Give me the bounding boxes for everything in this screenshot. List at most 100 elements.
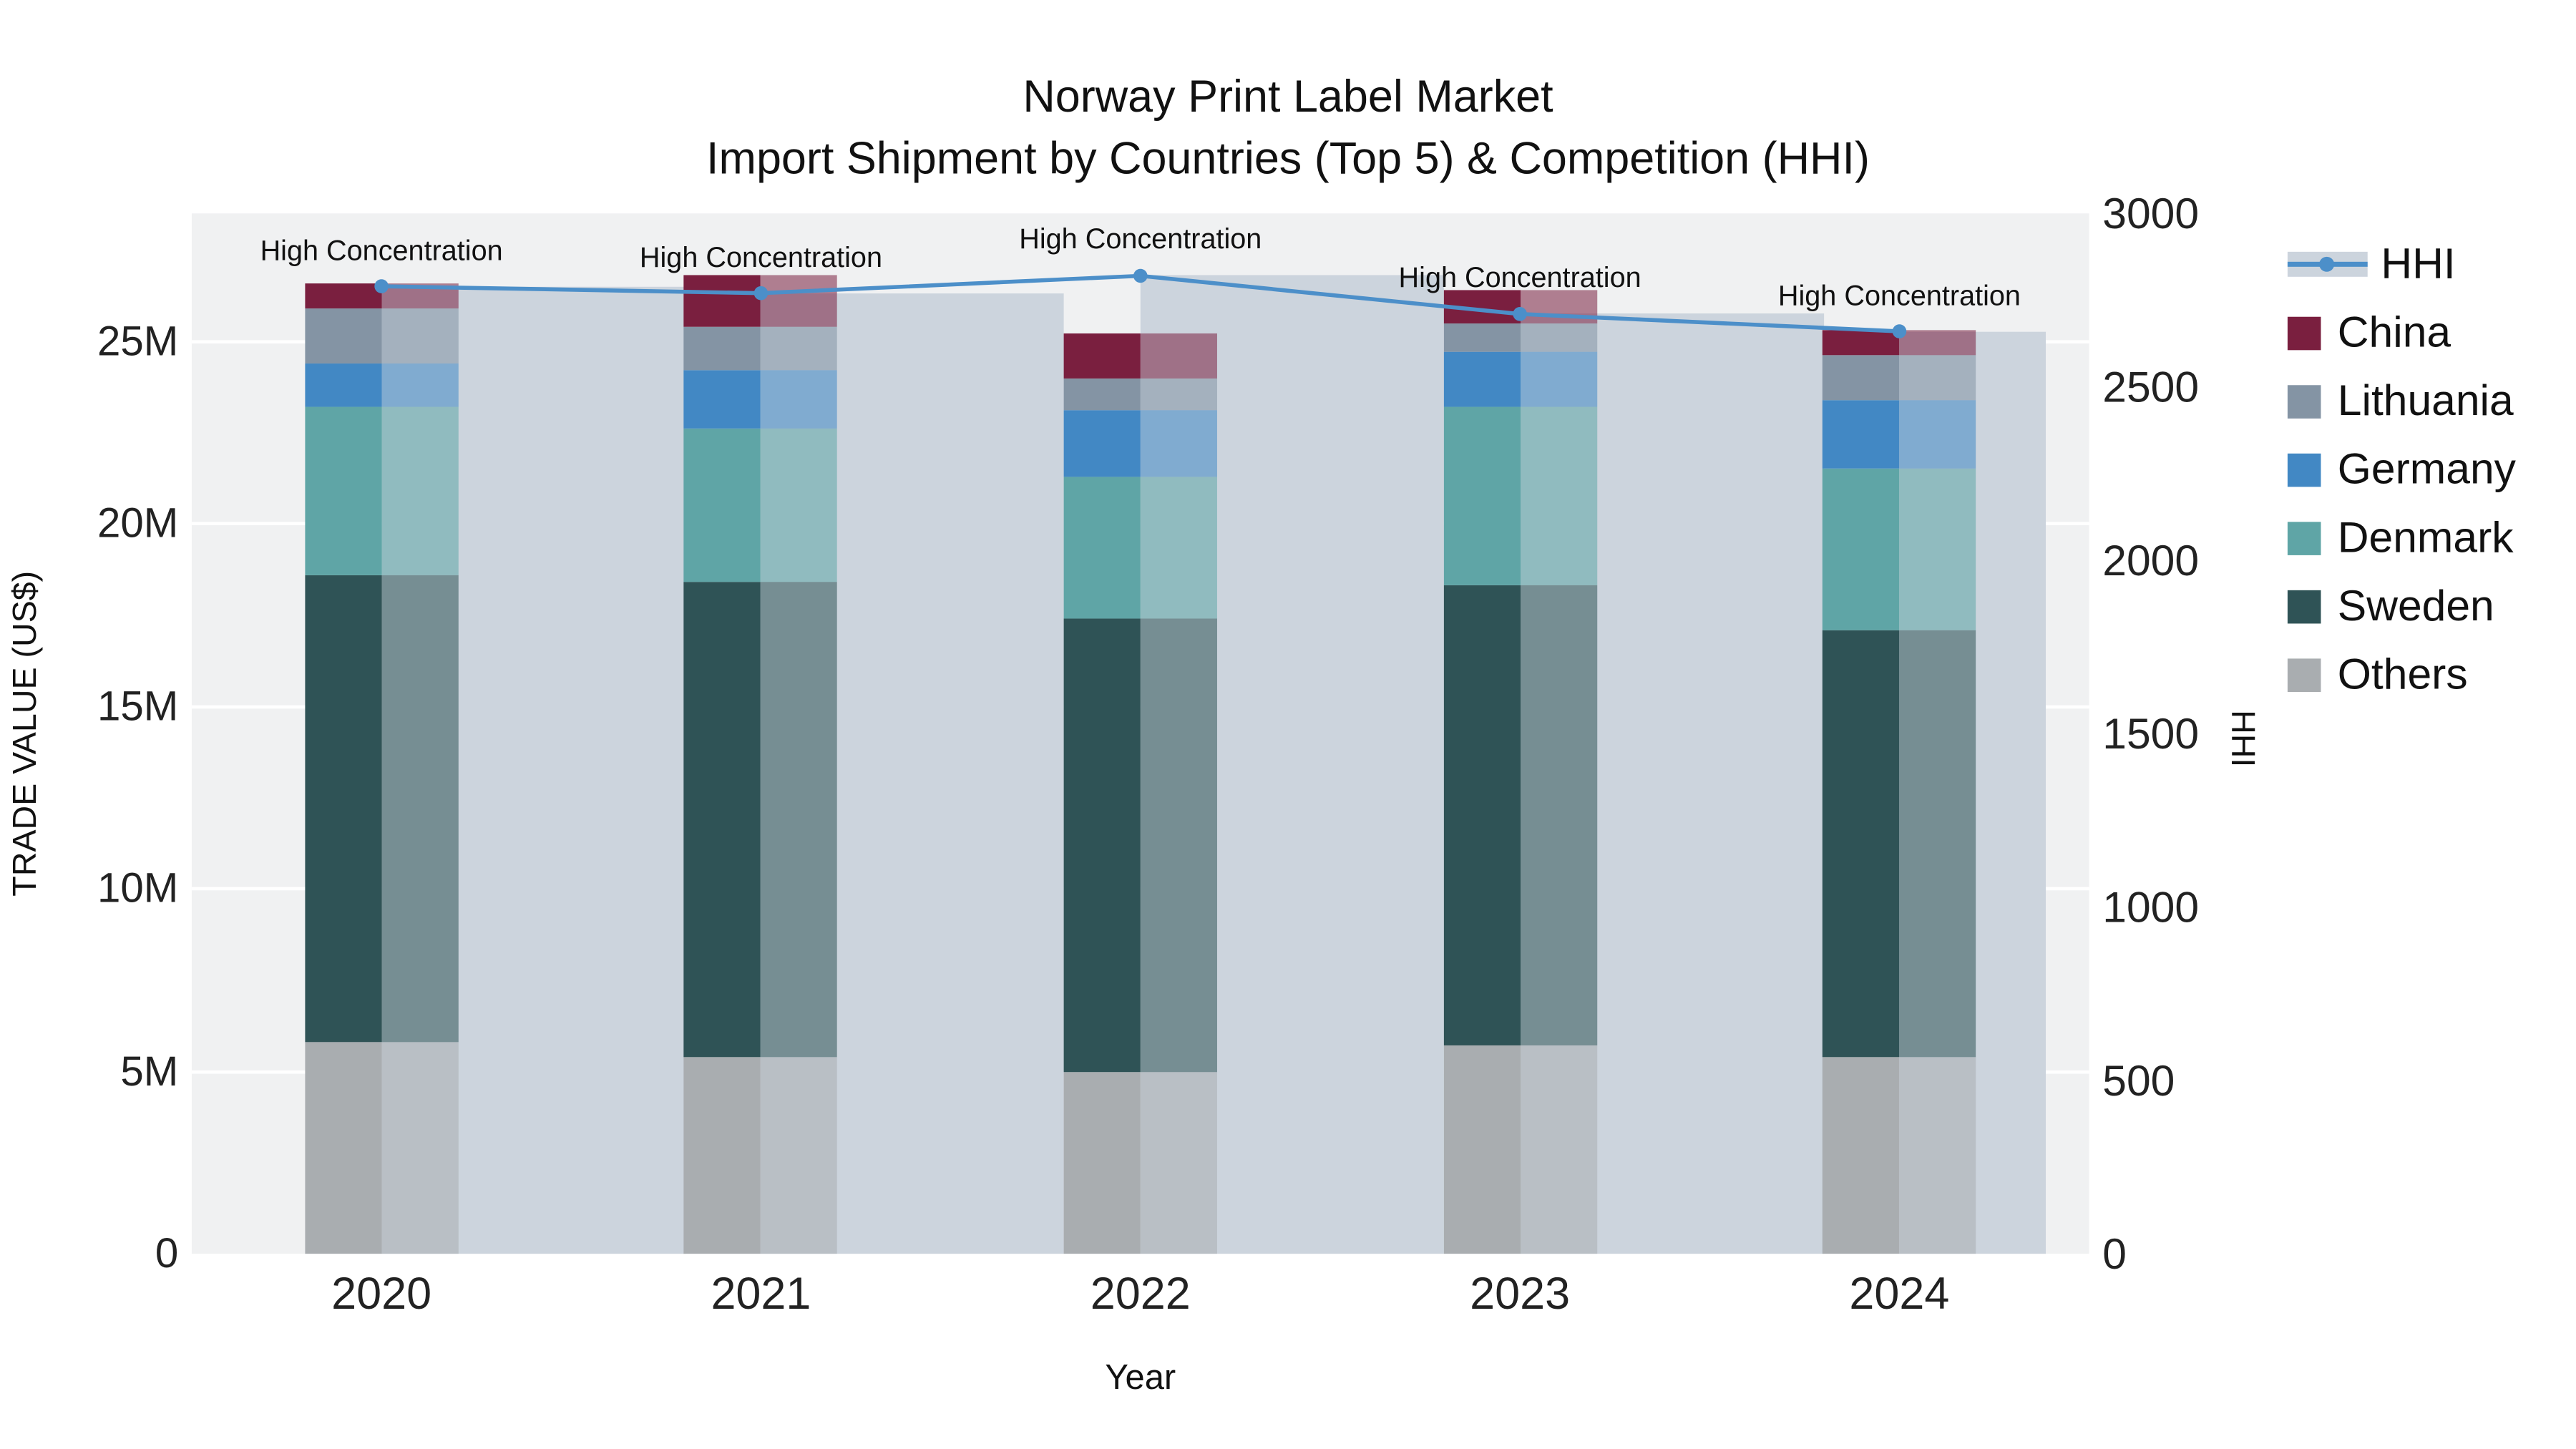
bar-segment-lithuania[interactable] (1823, 356, 1900, 400)
legend-label: Germany (2337, 443, 2516, 494)
bar-segment-lithuania[interactable] (1443, 323, 1521, 353)
bar-segment-sweden-muted[interactable] (1520, 585, 1597, 1046)
bar-segment-denmark-muted[interactable] (1899, 469, 1976, 630)
bar-segment-lithuania[interactable] (684, 326, 761, 371)
bar-segment-others-muted[interactable] (381, 1042, 459, 1254)
bar-segment-others[interactable] (684, 1056, 761, 1254)
bar-segment-germany[interactable] (1443, 352, 1521, 407)
bar-segment-sweden[interactable] (1063, 618, 1141, 1072)
annotation-high-concentration: High Concentration (1777, 279, 2021, 312)
bar-segment-denmark-muted[interactable] (1140, 476, 1217, 619)
bar-segment-china-muted[interactable] (761, 275, 838, 327)
x-tick-label: 2021 (711, 1269, 811, 1319)
legend-item-others[interactable]: Others (2287, 640, 2516, 709)
legend-label: China (2337, 306, 2451, 357)
bar-segment-germany-muted[interactable] (761, 370, 838, 429)
legend-item-lithuania[interactable]: Lithuania (2287, 367, 2516, 436)
bar-segment-denmark[interactable] (1443, 406, 1521, 586)
bar-segment-china-muted[interactable] (1140, 333, 1217, 378)
bar-segment-others[interactable] (304, 1042, 382, 1254)
annotation-high-concentration: High Concentration (1019, 224, 1262, 256)
hhi-marker[interactable] (1892, 324, 1907, 338)
bar-segment-germany-muted[interactable] (381, 363, 459, 407)
bar-segment-lithuania-muted[interactable] (381, 308, 459, 364)
bar-segment-lithuania-muted[interactable] (1140, 377, 1217, 411)
y-right-tick-label: 500 (2102, 1055, 2175, 1106)
bar-segment-sweden-muted[interactable] (381, 575, 459, 1043)
bar-segment-lithuania-muted[interactable] (761, 326, 838, 371)
legend-item-denmark[interactable]: Denmark (2287, 504, 2516, 572)
bar-segment-china[interactable] (684, 275, 761, 327)
y-left-tick-label: 15M (97, 683, 179, 730)
x-tick-label: 2022 (1090, 1269, 1191, 1319)
bar-segment-sweden[interactable] (1443, 585, 1521, 1046)
legend-item-sweden[interactable]: Sweden (2287, 572, 2516, 640)
bar-segment-others[interactable] (1823, 1056, 1900, 1254)
bar-segment-china[interactable] (1823, 330, 1900, 356)
y-left-tick-label: 10M (97, 865, 179, 912)
hhi-line-icon (2287, 251, 2368, 277)
bar-segment-germany-muted[interactable] (1520, 352, 1597, 407)
y-left-tick-label: 5M (120, 1048, 179, 1095)
bar-segment-germany[interactable] (684, 370, 761, 429)
bar-segment-denmark-muted[interactable] (1520, 406, 1597, 586)
bar-segment-others-muted[interactable] (1520, 1045, 1597, 1254)
bar-segment-denmark-muted[interactable] (381, 406, 459, 575)
bar-segment-others-muted[interactable] (761, 1056, 838, 1254)
legend-label: Lithuania (2337, 375, 2514, 426)
bar-segment-denmark[interactable] (304, 406, 382, 575)
legend-item-china[interactable]: China (2287, 298, 2516, 367)
legend-swatch-others (2287, 658, 2321, 691)
bar-segment-sweden[interactable] (684, 582, 761, 1057)
bar-segment-germany-muted[interactable] (1899, 399, 1976, 469)
y-right-tick-label: 2500 (2102, 361, 2200, 412)
legend-swatch-sweden (2287, 589, 2321, 623)
bar-segment-sweden[interactable] (304, 575, 382, 1043)
bar-segment-others[interactable] (1443, 1045, 1521, 1254)
bar-segment-germany-muted[interactable] (1140, 410, 1217, 477)
bar-segment-others[interactable] (1063, 1071, 1141, 1254)
annotation-high-concentration: High Concentration (1398, 262, 1641, 294)
bar-segment-germany[interactable] (1063, 410, 1141, 477)
bar-segment-sweden[interactable] (1823, 629, 1900, 1057)
bar-segment-china[interactable] (304, 283, 382, 308)
bar-segment-others-muted[interactable] (1140, 1071, 1217, 1254)
bar-segment-others-muted[interactable] (1899, 1056, 1976, 1254)
bar-segment-denmark[interactable] (1823, 469, 1900, 630)
bar-segment-denmark[interactable] (684, 429, 761, 582)
bar-segment-sweden-muted[interactable] (1899, 629, 1976, 1057)
bar-segment-germany[interactable] (1823, 399, 1900, 469)
bar-segment-lithuania[interactable] (304, 308, 382, 364)
legend-swatch-denmark (2287, 521, 2321, 555)
legend-label: Sweden (2337, 580, 2494, 630)
bar-segment-china[interactable] (1063, 333, 1141, 378)
hhi-marker[interactable] (1513, 307, 1527, 321)
y-left-tick-label: 20M (97, 500, 179, 547)
hhi-line[interactable] (192, 213, 2089, 1254)
legend-label: HHI (2381, 238, 2456, 289)
hhi-marker[interactable] (1133, 268, 1148, 283)
legend-item-hhi[interactable]: HHI (2287, 230, 2516, 299)
bar-segment-denmark-muted[interactable] (761, 429, 838, 582)
bar-segment-china-muted[interactable] (1899, 330, 1976, 356)
hhi-marker[interactable] (374, 279, 389, 293)
x-axis-title: Year (1105, 1359, 1176, 1397)
annotation-high-concentration: High Concentration (639, 241, 882, 273)
bar-segment-germany[interactable] (304, 363, 382, 407)
bar-segment-sweden-muted[interactable] (1140, 618, 1217, 1072)
legend-item-germany[interactable]: Germany (2287, 435, 2516, 504)
bar-segment-denmark[interactable] (1063, 476, 1141, 619)
legend-label: Denmark (2337, 512, 2514, 562)
hhi-marker-glyph (2319, 256, 2335, 272)
x-tick-label: 2024 (1849, 1269, 1950, 1319)
bar-segment-lithuania-muted[interactable] (1520, 323, 1597, 353)
bar-segment-lithuania[interactable] (1063, 377, 1141, 411)
legend-swatch-lithuania (2287, 384, 2321, 418)
bar-segment-sweden-muted[interactable] (761, 582, 838, 1057)
bar-segment-lithuania-muted[interactable] (1899, 356, 1976, 400)
chart-title: Norway Print Label Market (1023, 72, 1553, 122)
x-tick-label: 2020 (331, 1269, 432, 1319)
hhi-marker[interactable] (753, 286, 769, 301)
legend: HHI China Lithuania Germany Denmark Sweden Oth… (2287, 230, 2516, 709)
